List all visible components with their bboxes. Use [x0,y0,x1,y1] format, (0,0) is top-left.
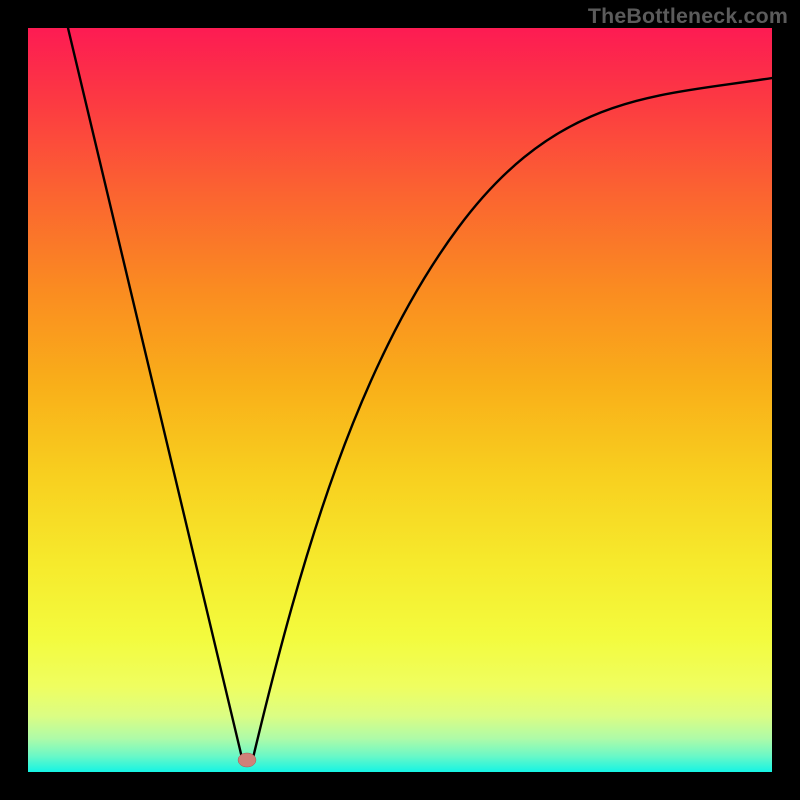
curve-left-branch [68,28,242,758]
curve-right-branch [253,78,772,758]
bottleneck-curve [28,28,772,772]
minimum-marker [238,753,256,767]
chart-frame: TheBottleneck.com [0,0,800,800]
plot-area [28,28,772,772]
watermark-text: TheBottleneck.com [588,4,788,29]
